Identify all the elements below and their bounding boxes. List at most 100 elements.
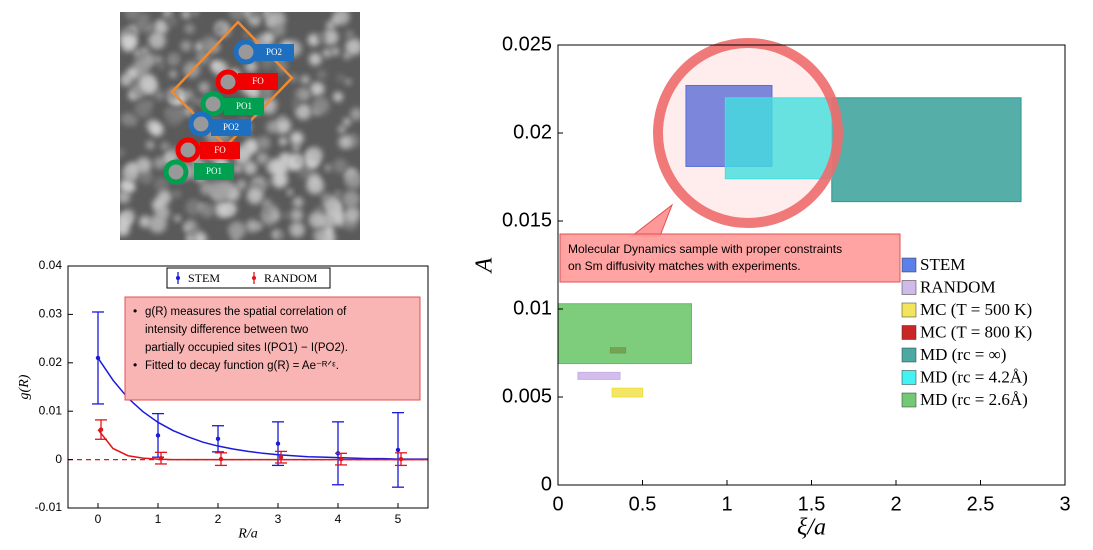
site-label-box — [200, 142, 240, 159]
texture-blob — [290, 208, 304, 222]
texture-blob — [169, 70, 177, 78]
texture-blob — [332, 91, 344, 102]
legend-label: STEM — [188, 271, 220, 285]
x-tick-label: 4 — [335, 512, 342, 526]
legend-swatch — [901, 392, 917, 408]
texture-blob — [173, 190, 181, 198]
legend-swatch — [901, 257, 917, 273]
data-point — [395, 447, 401, 453]
texture-blob — [344, 206, 360, 223]
texture-blob — [186, 235, 193, 240]
texture-blob — [201, 35, 218, 53]
texture-blob — [121, 34, 138, 51]
annotation-text: partially occupied sites I(PO1) − I(PO2)… — [145, 342, 348, 354]
texture-blob — [316, 69, 327, 80]
texture-blob — [243, 161, 258, 175]
texture-blob — [228, 12, 246, 22]
y-tick-label: 0.025 — [502, 33, 552, 55]
data-point — [215, 436, 221, 441]
texture-blob — [192, 12, 199, 16]
site-ring — [188, 111, 214, 137]
texture-blob — [236, 179, 247, 190]
legend-label: RANDOM — [264, 271, 318, 285]
texture-blob — [120, 190, 131, 204]
texture-blob — [265, 14, 277, 26]
legend-label: MD (rc = ∞) — [920, 345, 1006, 364]
data-point — [158, 455, 164, 461]
texture-blob — [210, 60, 222, 71]
texture-blob — [153, 156, 166, 170]
site-label: PO1 — [206, 166, 222, 176]
texture-blob — [350, 107, 360, 121]
data-point — [275, 441, 281, 446]
y-axis-label: g(R) — [17, 374, 32, 399]
texture-blob — [138, 170, 154, 185]
site-ring — [175, 137, 201, 163]
site-label-box — [224, 98, 264, 115]
site-markers: PO2 FO PO1 PO2 FO PO1 — [163, 39, 294, 185]
bullet: • — [133, 304, 137, 318]
texture-blob — [286, 189, 293, 196]
y-tick-label: 0.02 — [513, 121, 552, 143]
texture-blob — [336, 73, 346, 83]
texture-blob — [228, 221, 246, 240]
texture-blob — [125, 182, 136, 193]
texture-blob — [345, 30, 354, 39]
texture-blob — [264, 179, 272, 187]
texture-blob — [322, 29, 339, 46]
texture-blob — [345, 78, 352, 86]
y-tick-label: 0.02 — [39, 355, 63, 369]
legend-box — [166, 267, 331, 289]
data-point — [218, 456, 224, 462]
texture-blob — [266, 158, 283, 175]
texture-blob — [157, 63, 165, 70]
texture-blob — [183, 223, 192, 232]
legend-swatch — [901, 370, 917, 385]
texture-blob — [274, 117, 291, 134]
texture-blob — [137, 12, 151, 26]
data-point — [278, 454, 284, 460]
x-tick-label: 1 — [155, 512, 162, 526]
y-tick-label: 0.01 — [39, 403, 63, 417]
texture-blob — [248, 12, 261, 19]
texture-blob — [278, 136, 288, 146]
texture-blob — [290, 131, 304, 145]
texture-blob — [271, 211, 280, 221]
texture-blob — [317, 33, 327, 42]
texture-blob — [292, 144, 300, 152]
site-ring — [233, 39, 259, 65]
legend-label: STEM — [920, 255, 965, 274]
texture-blob — [212, 186, 229, 203]
range-box — [557, 303, 693, 365]
site-label-box — [254, 44, 294, 61]
texture-blob — [133, 56, 151, 74]
texture-blob — [320, 192, 331, 203]
texture-blob — [332, 158, 348, 174]
texture-blob — [145, 23, 153, 31]
texture-blob — [272, 24, 286, 37]
texture-blob — [266, 120, 279, 134]
texture-blob — [261, 198, 272, 209]
texture-blob — [279, 115, 286, 122]
data-point — [155, 433, 161, 438]
callout-text: on Sm diffusivity matches with experimen… — [568, 259, 801, 273]
texture-blob — [139, 215, 152, 228]
texture-blob — [127, 115, 138, 126]
callout-text: Molecular Dynamics sample with proper co… — [568, 242, 842, 256]
range-box — [611, 387, 644, 398]
texture-blob — [160, 141, 170, 151]
texture-blob — [134, 100, 152, 118]
site-label-box — [194, 163, 234, 180]
site-label: FO — [252, 76, 264, 86]
annotation-text: Fitted to decay function g(R) = Ae⁻ᴿᐟᵋ. — [145, 360, 339, 372]
legend-marker — [176, 276, 180, 280]
texture-blob — [298, 88, 311, 101]
legend-label: MC (T = 800 K) — [920, 322, 1032, 341]
texture-blob — [154, 90, 165, 101]
x-axis-label: R/a — [237, 527, 257, 542]
site-label: PO1 — [236, 101, 252, 111]
plot-frame — [557, 44, 1066, 486]
texture-blob — [166, 15, 178, 27]
texture-blob — [122, 164, 140, 182]
